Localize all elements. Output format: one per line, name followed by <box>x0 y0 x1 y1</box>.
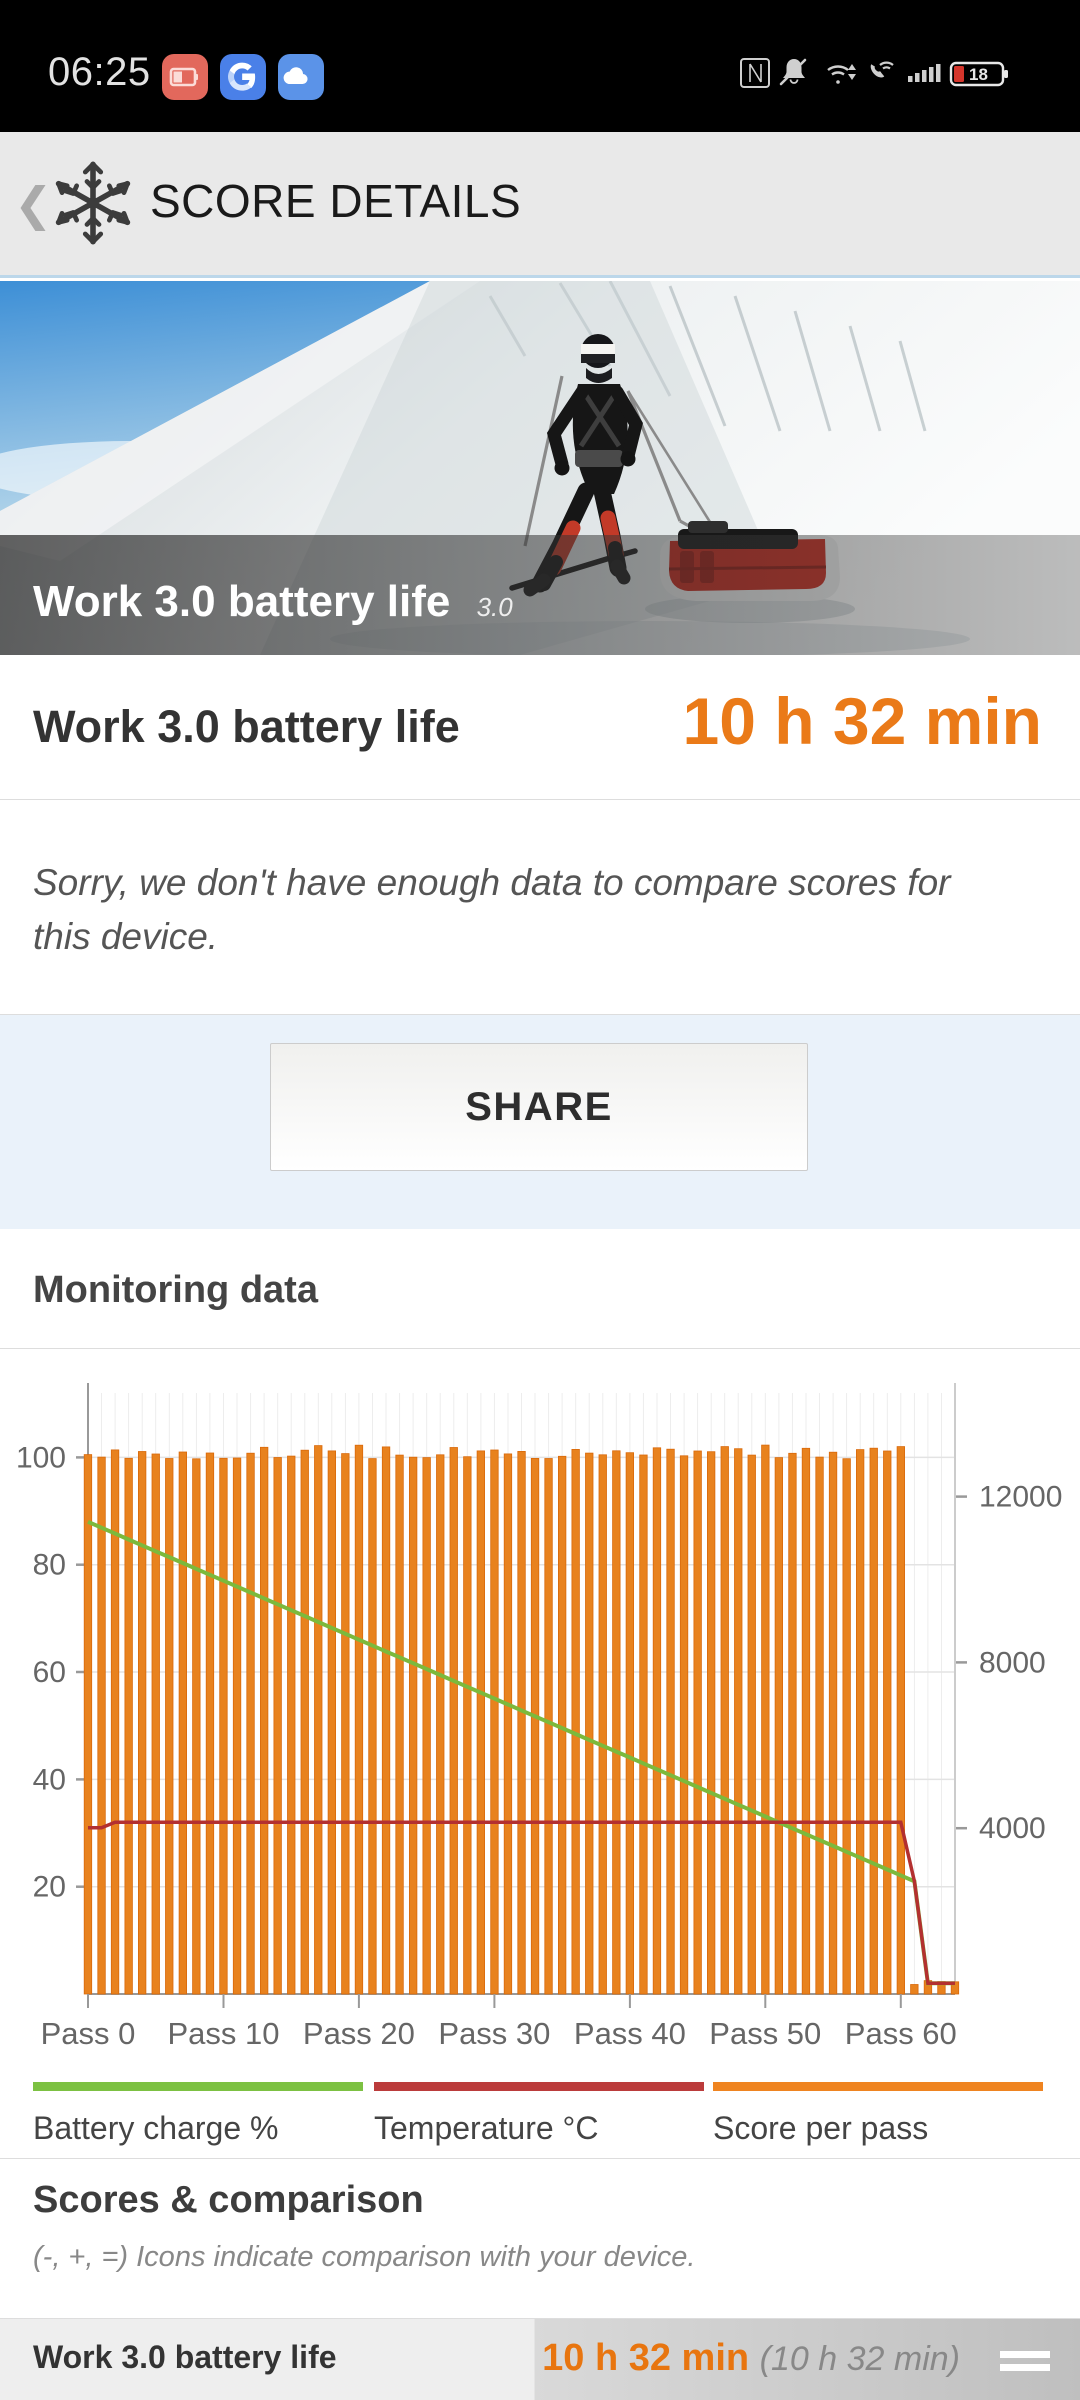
svg-text:12000: 12000 <box>979 1481 1062 1514</box>
svg-text:Pass 20: Pass 20 <box>303 2016 415 2049</box>
svg-text:18: 18 <box>969 65 988 84</box>
svg-text:Pass 30: Pass 30 <box>438 2016 550 2049</box>
svg-text:4000: 4000 <box>979 1812 1046 1845</box>
svg-text:20: 20 <box>33 1871 66 1904</box>
svg-text:Pass 40: Pass 40 <box>574 2016 686 2049</box>
svg-text:Pass 50: Pass 50 <box>709 2016 821 2049</box>
svg-text:Pass 10: Pass 10 <box>167 2016 279 2049</box>
svg-text:Pass 0: Pass 0 <box>41 2016 136 2049</box>
svg-text:80: 80 <box>33 1549 66 1582</box>
svg-text:Pass 60: Pass 60 <box>845 2016 957 2049</box>
svg-text:40: 40 <box>33 1763 66 1796</box>
svg-text:8000: 8000 <box>979 1646 1046 1679</box>
svg-text:60: 60 <box>33 1656 66 1689</box>
svg-text:100: 100 <box>16 1441 66 1474</box>
